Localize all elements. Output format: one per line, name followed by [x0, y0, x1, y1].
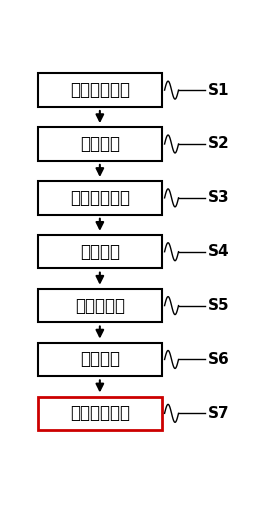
FancyBboxPatch shape — [38, 235, 162, 269]
Text: S5: S5 — [207, 298, 229, 313]
Text: 高温干燥: 高温干燥 — [80, 350, 120, 368]
Text: S6: S6 — [207, 352, 229, 367]
Text: 涂布压敏胶: 涂布压敏胶 — [75, 297, 125, 315]
FancyBboxPatch shape — [38, 181, 162, 215]
Text: S7: S7 — [207, 406, 229, 421]
Text: S1: S1 — [207, 83, 229, 98]
Text: 高温干燥: 高温干燥 — [80, 135, 120, 153]
FancyBboxPatch shape — [38, 73, 162, 107]
Text: 高温干燥: 高温干燥 — [80, 243, 120, 261]
Text: 涂布黑色油墨: 涂布黑色油墨 — [70, 81, 130, 99]
Text: 涂布白色油墨: 涂布白色油墨 — [70, 189, 130, 207]
FancyBboxPatch shape — [38, 127, 162, 161]
FancyBboxPatch shape — [38, 343, 162, 376]
Text: S3: S3 — [207, 190, 229, 205]
Text: S2: S2 — [207, 137, 229, 152]
FancyBboxPatch shape — [38, 289, 162, 322]
Text: 贴合可剥离层: 贴合可剥离层 — [70, 404, 130, 422]
Text: S4: S4 — [207, 244, 229, 259]
FancyBboxPatch shape — [38, 396, 162, 430]
